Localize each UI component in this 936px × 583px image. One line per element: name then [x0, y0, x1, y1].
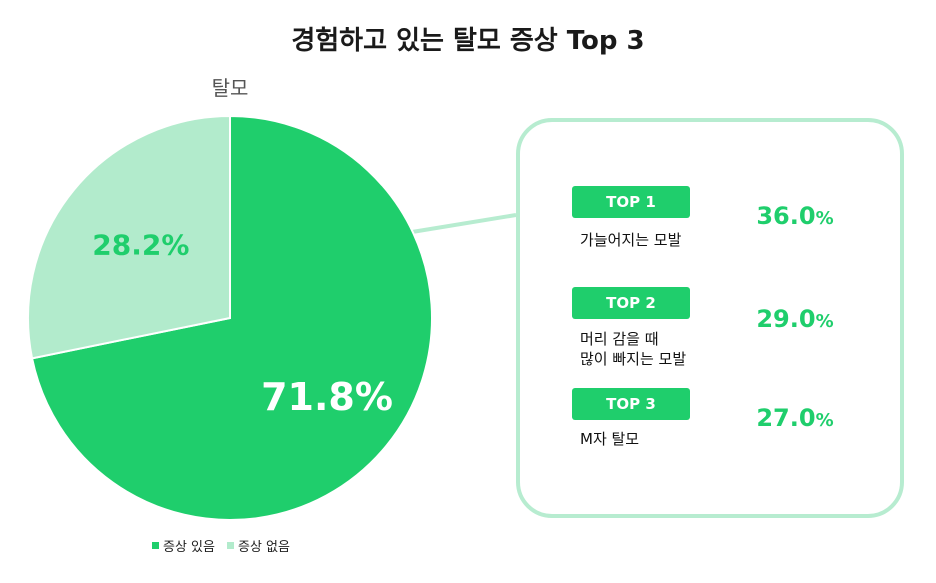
rank-badge-1: TOP 1	[572, 186, 690, 218]
value-number-2: 29.0	[756, 305, 816, 333]
value-number-1: 36.0	[756, 202, 816, 230]
pie-slice-label-1: 71.8%	[261, 375, 393, 419]
value-unit-2: %	[815, 311, 834, 332]
chart-title: 경험하고 있는 탈모 증상 Top 3	[291, 26, 645, 56]
pie-slice-label-2: 28.2%	[92, 229, 189, 262]
value-unit-1: %	[815, 208, 834, 229]
pie-slice-2	[27, 114, 231, 360]
symptom-label-3: M자 탈모	[580, 430, 640, 448]
legend: 증상 있음 증상 없음	[152, 536, 290, 555]
symptom-label-2-line-2: 많이 빠지는 모발	[580, 350, 687, 368]
legend-item-yes: 증상 있음	[152, 536, 215, 555]
legend-swatch-no	[226, 542, 234, 549]
rank-badge-3: TOP 3	[572, 388, 690, 420]
symptom-value-2: 29.0%	[720, 305, 870, 333]
symptom-label-2: 머리 감을 때 많이 빠지는 모발	[580, 329, 686, 369]
legend-label-no: 증상 없음	[237, 540, 290, 555]
legend-label-yes: 증상 있음	[163, 540, 215, 555]
legend-item-no: 증상 없음	[226, 536, 290, 555]
legend-swatch-yes	[152, 542, 159, 549]
symptom-label-2-line-1: 머리 감을 때	[580, 330, 659, 348]
pie-title: 탈모	[211, 76, 249, 100]
callout-line	[411, 213, 517, 234]
symptom-value-1: 36.0%	[720, 202, 870, 230]
value-unit-3: %	[815, 410, 834, 431]
pie-slice-1	[30, 114, 433, 521]
rank-badge-2: TOP 2	[572, 287, 690, 319]
symptom-label-1: 가늘어지는 모발	[580, 231, 682, 249]
value-number-3: 27.0	[756, 404, 816, 432]
symptom-value-3: 27.0%	[720, 404, 870, 432]
